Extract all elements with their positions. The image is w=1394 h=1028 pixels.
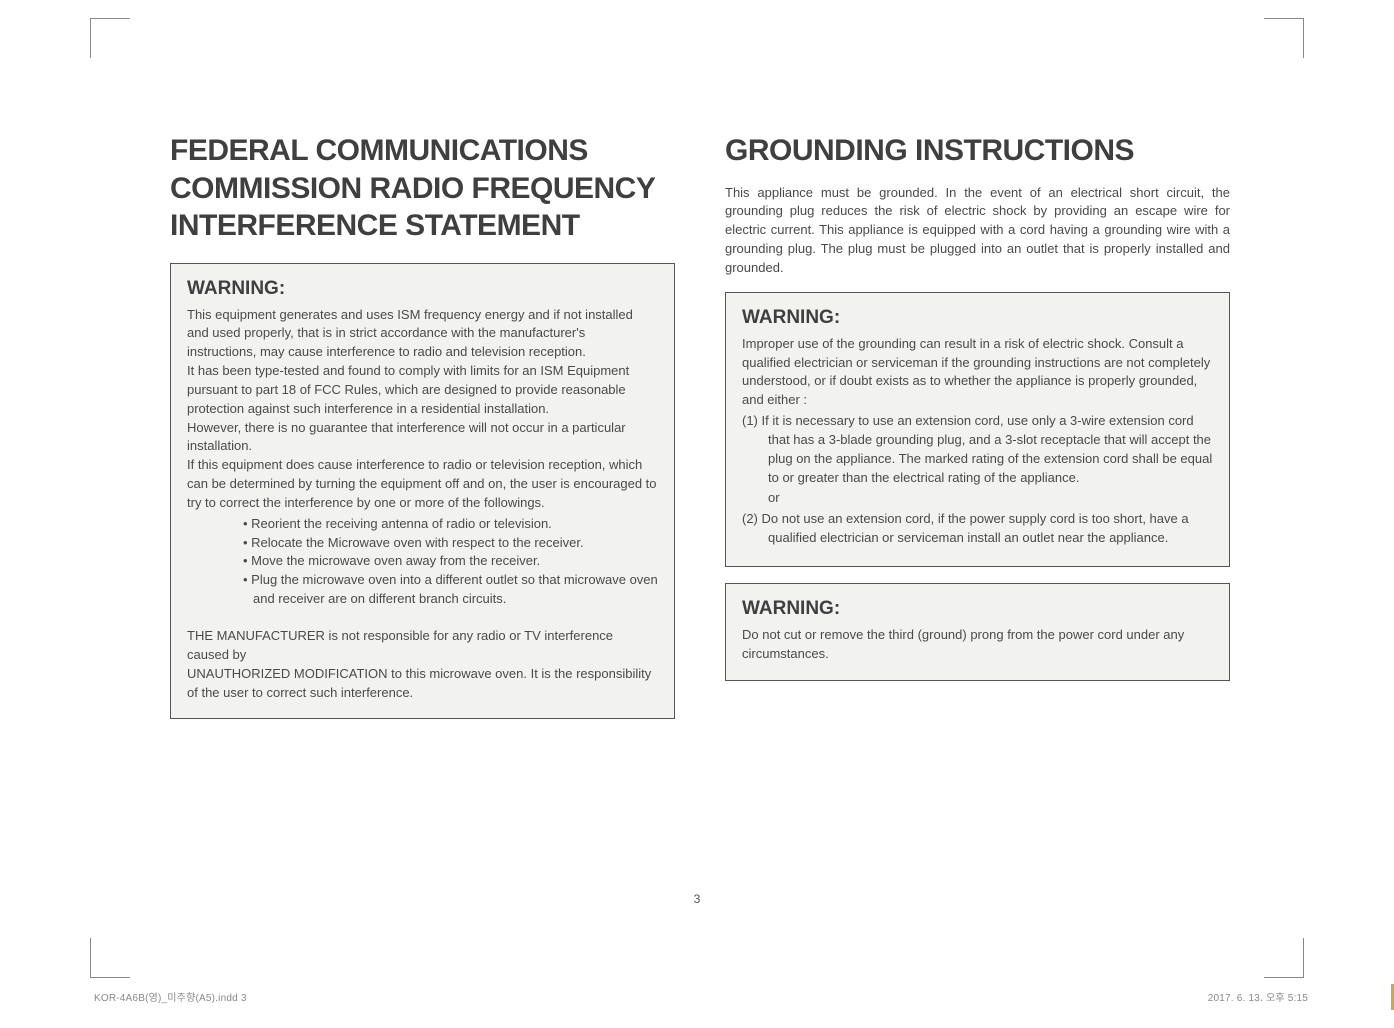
body-text: If this equipment does cause interferenc… — [187, 456, 658, 513]
numbered-list: (2) Do not use an extension cord, if the… — [742, 510, 1213, 548]
spacer — [187, 617, 658, 627]
warning-box-prong: WARNING: Do not cut or remove the third … — [725, 583, 1230, 681]
right-column: GROUNDING INSTRUCTIONS This appliance mu… — [725, 132, 1230, 735]
footer-timestamp: 2017. 6. 13. 오후 5:15 — [1208, 989, 1308, 1004]
warning-heading: WARNING: — [742, 307, 1213, 329]
list-item: Move the microwave oven away from the re… — [243, 552, 658, 571]
body-text: Improper use of the grounding can result… — [742, 335, 1213, 410]
page-number: 3 — [0, 892, 1394, 906]
list-item: (1) If it is necessary to use an extensi… — [742, 412, 1213, 487]
list-item: Plug the microwave oven into a different… — [243, 571, 658, 609]
crop-mark-icon — [1264, 18, 1304, 58]
bullet-list: Reorient the receiving antenna of radio … — [187, 515, 658, 609]
or-text: or — [742, 489, 1213, 508]
footer-filename: KOR-4A6B(영)_미주향(A5).indd 3 — [94, 989, 247, 1004]
list-item: Relocate the Microwave oven with respect… — [243, 534, 658, 553]
body-text: However, there is no guarantee that inte… — [187, 419, 658, 457]
warning-heading: WARNING: — [187, 278, 658, 300]
left-column: FEDERAL COMMUNICATIONS COMMISSION RADIO … — [170, 132, 675, 735]
body-text: This equipment generates and uses ISM fr… — [187, 306, 658, 363]
body-text: UNAUTHORIZED MODIFICATION to this microw… — [187, 665, 658, 703]
crop-mark-icon — [90, 938, 130, 978]
crop-mark-icon — [1264, 938, 1304, 978]
intro-text: This appliance must be grounded. In the … — [725, 184, 1230, 278]
list-item: (2) Do not use an extension cord, if the… — [742, 510, 1213, 548]
content-columns: FEDERAL COMMUNICATIONS COMMISSION RADIO … — [170, 132, 1230, 735]
list-item: Reorient the receiving antenna of radio … — [243, 515, 658, 534]
numbered-list: (1) If it is necessary to use an extensi… — [742, 412, 1213, 487]
body-text: It has been type-tested and found to com… — [187, 362, 658, 419]
warning-box-fcc: WARNING: This equipment generates and us… — [170, 263, 675, 720]
warning-box-grounding: WARNING: Improper use of the grounding c… — [725, 292, 1230, 567]
crop-mark-icon — [90, 18, 130, 58]
warning-heading: WARNING: — [742, 598, 1213, 620]
body-text: Do not cut or remove the third (ground) … — [742, 626, 1213, 664]
section-title-grounding: GROUNDING INSTRUCTIONS — [725, 132, 1230, 170]
document-page: FEDERAL COMMUNICATIONS COMMISSION RADIO … — [0, 0, 1394, 1028]
body-text: THE MANUFACTURER is not responsible for … — [187, 627, 658, 665]
section-title-fcc: FEDERAL COMMUNICATIONS COMMISSION RADIO … — [170, 132, 675, 245]
